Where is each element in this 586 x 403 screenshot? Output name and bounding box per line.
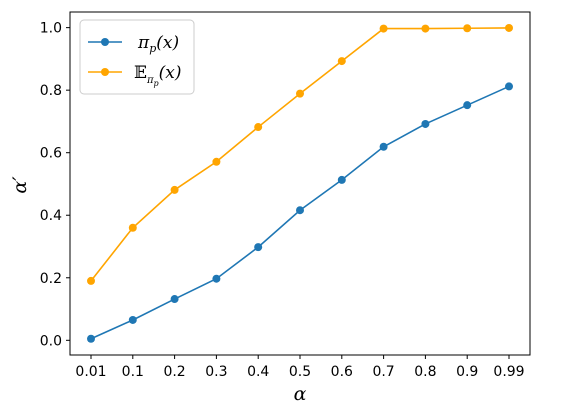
series-1-point [254, 243, 263, 252]
legend-marker-series-1 [101, 38, 109, 46]
series-2-point [379, 24, 388, 33]
y-tick-label: 0.0 [40, 333, 62, 349]
legend-entry-series-2: 𝔼πp(x) [88, 63, 182, 88]
x-axis-label: α [294, 383, 307, 403]
series-1-point [463, 101, 472, 110]
legend-label-series-1: πp(x) [137, 33, 179, 55]
series-1-point [128, 315, 137, 324]
y-tick-label: 1.0 [40, 21, 62, 37]
x-tick-label: 0.1 [122, 364, 144, 380]
x-tick-label: 0.5 [289, 364, 311, 380]
series-1-point [337, 175, 346, 184]
legend-entry-series-1: πp(x) [88, 33, 179, 55]
x-tick-label: 0.99 [493, 364, 524, 380]
y-axis: 0.0 0.2 0.4 0.6 0.8 1.0 [40, 21, 70, 349]
series-1-point [421, 119, 430, 128]
series-2-point [505, 23, 513, 32]
series-1-point [212, 274, 221, 283]
series-2 [87, 23, 513, 285]
y-tick-label: 0.4 [40, 208, 62, 224]
legend-label-series-2: 𝔼πp(x) [134, 63, 182, 88]
x-axis: 0.01 0.1 0.2 0.3 0.4 0.5 0.6 0.7 0.8 0.9 0.99 [75, 355, 525, 380]
series-2-point [463, 24, 472, 33]
legend-box [79, 19, 195, 95]
series-2-point [87, 276, 95, 285]
series-2-point [212, 157, 221, 166]
series-1-point [379, 142, 388, 151]
x-tick-label: 0.7 [372, 364, 394, 380]
series-2-point [421, 24, 430, 33]
x-tick-label: 0.9 [456, 364, 478, 380]
legend-marker-series-2 [101, 68, 109, 76]
x-tick-label: 0.6 [331, 364, 353, 380]
y-tick-label: 0.8 [40, 83, 62, 99]
series-1-point [505, 82, 513, 91]
series-2-point [170, 185, 179, 194]
series-2-point [296, 89, 304, 98]
x-tick-label: 0.8 [414, 364, 436, 380]
legend: πp(x) 𝔼πp(x) [79, 19, 195, 95]
y-tick-label: 0.2 [40, 271, 62, 287]
series-1-point [87, 334, 95, 343]
x-tick-label: 0.3 [205, 364, 227, 380]
x-tick-label: 0.2 [163, 364, 185, 380]
series-1-point [296, 206, 304, 215]
y-tick-label: 0.6 [40, 146, 62, 162]
series-2-point [254, 123, 263, 132]
series-1-point [170, 295, 179, 304]
x-tick-label: 0.01 [75, 364, 106, 380]
series-1 [87, 82, 513, 343]
plot-area [87, 23, 513, 343]
x-tick-label: 0.4 [247, 364, 269, 380]
series-2-point [128, 223, 137, 232]
y-axis-label: α′ [9, 176, 31, 194]
series-2-point [337, 57, 346, 66]
